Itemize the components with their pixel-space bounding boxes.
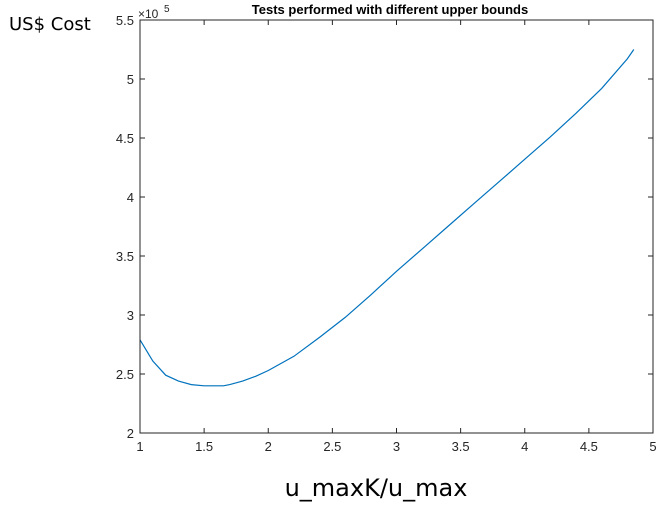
y-tick-label: 2.5 [116, 367, 134, 382]
axes-frame [139, 19, 654, 434]
series-line [139, 49, 635, 387]
y-tick-label: 4.5 [116, 131, 134, 146]
x-tick-label: 1.5 [195, 439, 213, 454]
y-tick-label: 4 [127, 190, 134, 205]
x-tick-label: 3.5 [452, 439, 470, 454]
y-tick-label: 5.5 [116, 13, 134, 28]
y-exponent-power: 5 [164, 4, 170, 15]
x-tick-label: 2.5 [323, 439, 341, 454]
tick-group: 1 1.5 2 2.5 3 3.5 4 4.5 5 2 2.5 3 3.5 4 4.5 5 5.5 [116, 13, 657, 454]
plot-area [140, 20, 653, 433]
x-tick-label: 3 [393, 439, 400, 454]
y-exponent-base: ×10 [138, 7, 159, 21]
y-tick-label: 2 [127, 426, 134, 441]
x-tick-label: 4.5 [580, 439, 598, 454]
chart-title: Tests performed with different upper bou… [252, 2, 528, 17]
x-axis-label: u_maxK/u_max [285, 474, 468, 502]
x-tick-label: 1 [136, 439, 143, 454]
x-tick-label: 5 [649, 439, 656, 454]
y-tick-label: 3.5 [116, 249, 134, 264]
x-tick-label: 2 [265, 439, 272, 454]
y-axis-label: US$ Cost [9, 14, 91, 35]
y-tick-label: 5 [127, 72, 134, 87]
series-group [139, 49, 635, 387]
y-tick-label: 3 [127, 308, 134, 323]
x-tick-label: 4 [521, 439, 528, 454]
